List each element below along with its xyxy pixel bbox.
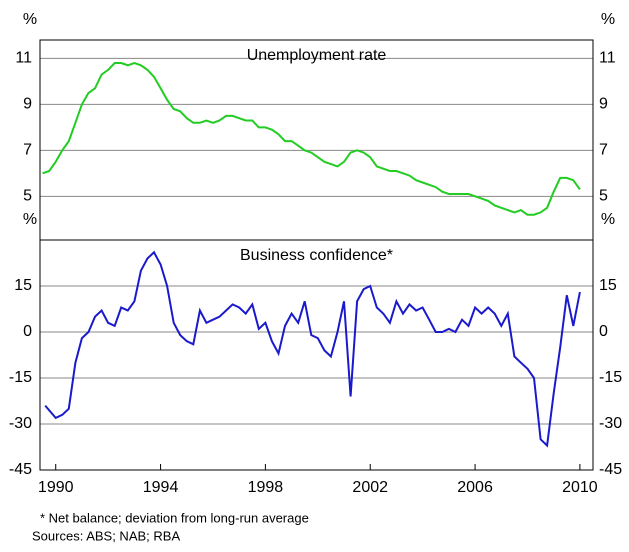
line-series <box>42 61 581 216</box>
y-tick-label: 7 <box>23 142 32 159</box>
y-tick-label-right: 9 <box>599 96 608 113</box>
panel-title: Unemployment rate <box>247 47 387 64</box>
y-tick-label: 9 <box>23 96 32 113</box>
sources: Sources: ABS; NAB; RBA <box>32 528 180 543</box>
y-axis-unit-right: % <box>601 211 615 228</box>
x-tick-label: 1994 <box>143 479 179 496</box>
y-tick-label: -15 <box>9 369 32 386</box>
y-tick-label-right: 5 <box>599 188 608 205</box>
y-axis-unit: % <box>23 11 37 28</box>
y-tick-label: 11 <box>15 50 32 67</box>
panel-frame <box>39 239 594 471</box>
y-tick-label: -45 <box>9 461 32 478</box>
y-tick-label-right: -45 <box>599 461 622 478</box>
x-tick-label: 2006 <box>457 479 493 496</box>
y-axis-unit: % <box>23 211 37 228</box>
x-tick-label: 2002 <box>352 479 388 496</box>
y-tick-label: 15 <box>14 277 32 294</box>
x-tick-label: 1990 <box>38 479 74 496</box>
x-tick-label: 2010 <box>562 479 598 496</box>
footnote: * Net balance; deviation from long-run a… <box>40 510 309 525</box>
y-tick-label-right: -30 <box>599 415 622 432</box>
line-series <box>44 250 581 448</box>
y-tick-label-right: 15 <box>599 277 617 294</box>
y-tick-label-right: 7 <box>599 142 608 159</box>
y-tick-label-right: -15 <box>599 369 622 386</box>
panel-title: Business confidence* <box>240 247 393 264</box>
y-tick-label-right: 11 <box>599 50 616 67</box>
y-tick-label: 0 <box>23 323 32 340</box>
x-tick-label: 1998 <box>248 479 284 496</box>
y-tick-label: 5 <box>23 188 32 205</box>
y-axis-unit-right: % <box>601 11 615 28</box>
y-tick-label-right: 0 <box>599 323 608 340</box>
y-tick-label: -30 <box>9 415 32 432</box>
